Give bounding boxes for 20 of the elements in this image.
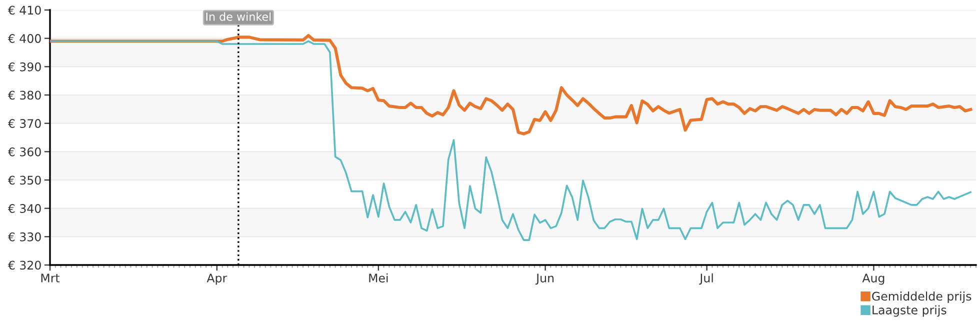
y-tick-label: € 380 [8, 90, 41, 100]
y-tick-label: € 320 [8, 260, 41, 270]
x-tick-label: Mrt [41, 274, 60, 282]
x-tick-label: Mei [369, 273, 388, 282]
x-tick-label: Jul [699, 273, 713, 285]
line-series [50, 40, 972, 241]
legend-label: Laagste prijs [872, 305, 946, 317]
x-tick-label: Jun [535, 274, 554, 285]
ref-line-label: In de winkel [206, 12, 271, 21]
y-tick-label: € 340 [8, 204, 41, 213]
y-tick-label: € 370 [8, 119, 41, 128]
x-tick-label: Aug [862, 274, 884, 285]
y-tick-label: € 410 [8, 6, 41, 15]
y-tick-label: € 390 [8, 62, 41, 72]
y-tick-label: € 400 [8, 34, 41, 43]
y-tick-label: € 350 [8, 176, 41, 185]
y-tick-label: € 360 [8, 147, 41, 156]
y-tick-label: € 330 [8, 232, 41, 242]
legend-label: Gemiddelde prijs [872, 292, 972, 303]
x-tick-label: Apr [206, 274, 228, 285]
